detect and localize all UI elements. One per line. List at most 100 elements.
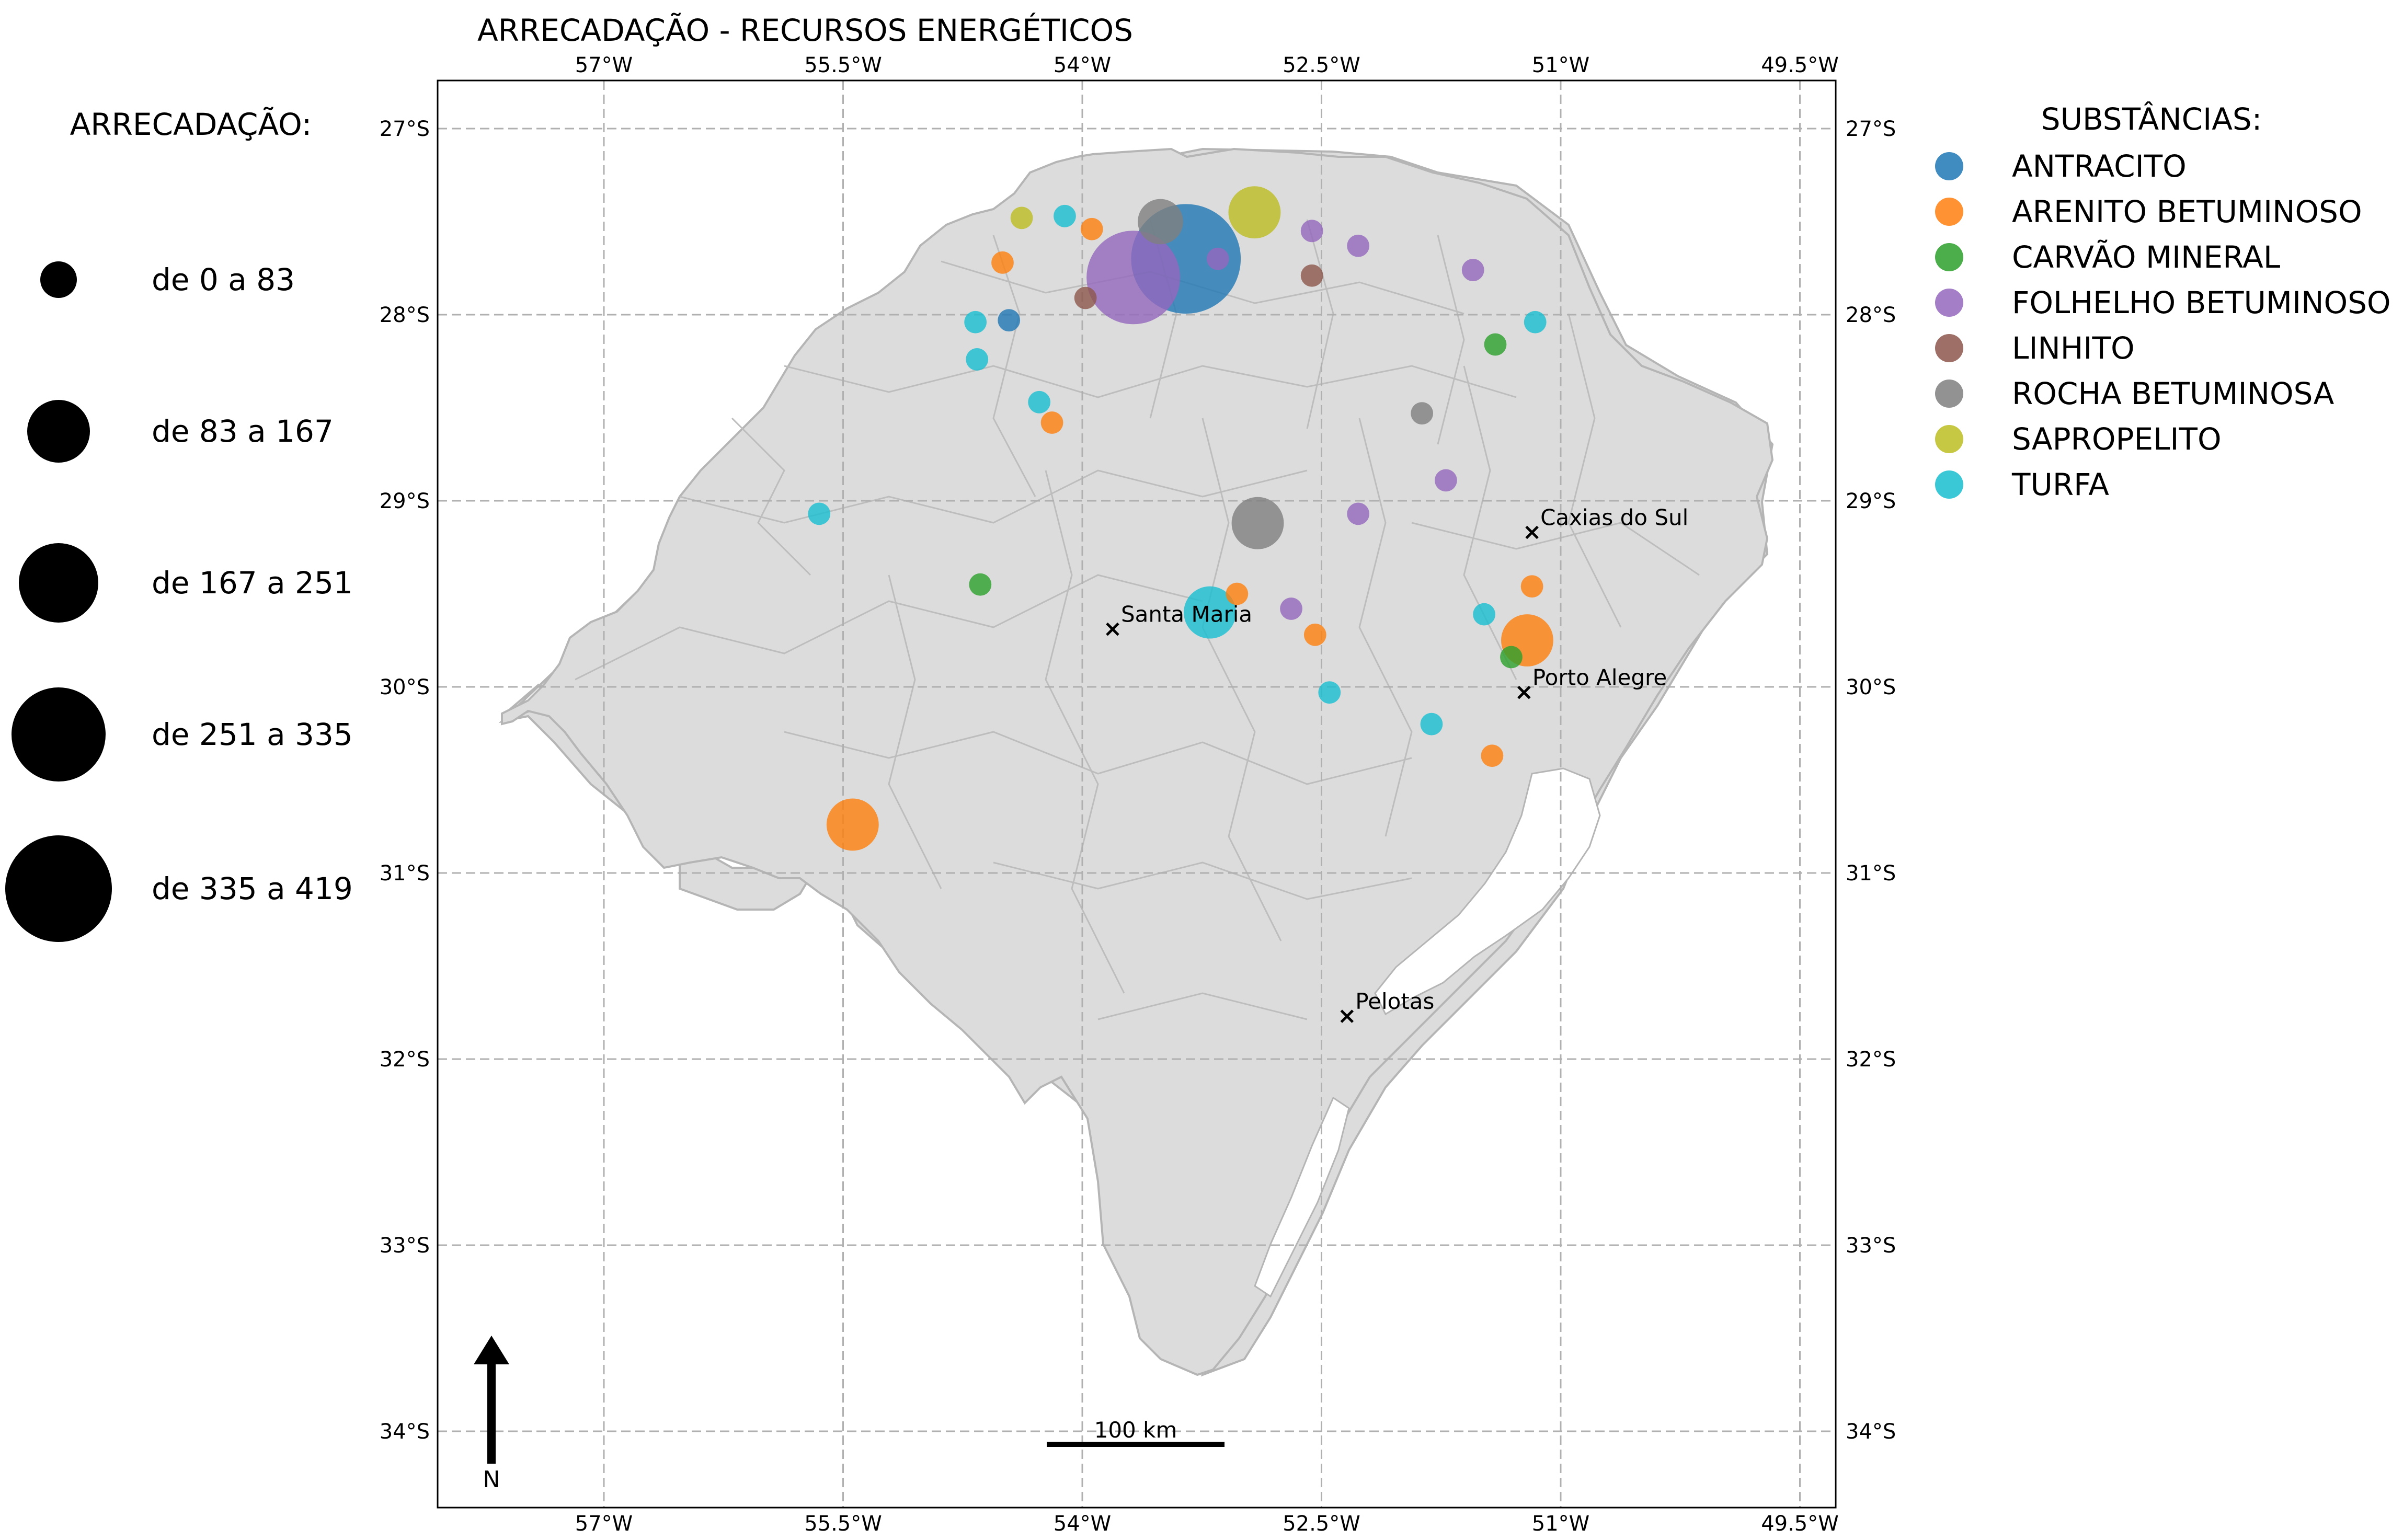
deposit-point-linhito xyxy=(1300,264,1323,287)
deposit-point-linhito xyxy=(1074,286,1097,309)
deposit-point-turfa xyxy=(1318,681,1341,704)
lon-tick-label-top: 52.5°W xyxy=(1283,53,1360,77)
size-legend: ARRECADAÇÃO: de 0 a 83 de 83 a 167 de 167 … xyxy=(5,106,353,942)
deposit-point-folhelho xyxy=(1300,220,1323,243)
lon-tick-label-top: 51°W xyxy=(1532,53,1589,77)
lat-tick-label-left: 28°S xyxy=(380,303,430,327)
substance-legend-marker xyxy=(1935,425,1963,453)
scale-bar-line xyxy=(1047,1442,1225,1447)
deposit-point-turfa xyxy=(1524,311,1547,334)
graticule xyxy=(438,81,1836,1508)
deposit-point-turfa xyxy=(966,348,989,371)
substance-legend-label: ROCHA BETUMINOSA xyxy=(2012,376,2335,411)
lat-tick-label-left: 32°S xyxy=(380,1048,430,1072)
deposit-point-carvao xyxy=(969,573,992,596)
deposit-point-arenito xyxy=(1481,744,1504,767)
deposit-point-folhelho xyxy=(1347,234,1370,257)
deposit-point-arenito xyxy=(1040,411,1063,434)
substance-legend-marker xyxy=(1935,243,1963,271)
map-title: ARRECADAÇÃO - RECURSOS ENERGÉTICOS xyxy=(477,12,1133,48)
deposit-point-rocha xyxy=(1411,402,1434,425)
lon-tick-label-bottom: 57°W xyxy=(575,1512,633,1536)
deposit-point-folhelho xyxy=(1347,502,1370,525)
substance-legend-marker xyxy=(1935,289,1963,317)
north-arrow: N xyxy=(474,1336,509,1493)
size-legend-title: ARRECADAÇÃO: xyxy=(70,106,312,142)
size-legend-label: de 167 a 251 xyxy=(152,565,353,601)
substance-legend-label: ANTRACITO xyxy=(2012,148,2187,184)
lon-tick-label-bottom: 52.5°W xyxy=(1283,1512,1360,1536)
lat-tick-label-left: 33°S xyxy=(380,1234,430,1258)
city-label: Caxias do Sul xyxy=(1540,505,1688,531)
lat-tick-label-right: 29°S xyxy=(1846,489,1896,513)
lat-tick-label-right: 31°S xyxy=(1846,861,1896,886)
substance-legend-marker xyxy=(1935,198,1963,226)
size-legend-label: de 335 a 419 xyxy=(152,871,353,906)
city-marker: Caxias do Sul xyxy=(1525,505,1688,539)
deposit-point-arenito xyxy=(1080,217,1103,240)
city-cross-icon xyxy=(1106,622,1119,636)
deposit-point-turfa xyxy=(964,311,987,334)
deposit-point-arenito xyxy=(1303,623,1326,646)
city-marker: Pelotas xyxy=(1340,989,1434,1023)
city-cross-icon xyxy=(1525,525,1539,539)
substance-legend-label: TURFA xyxy=(2011,467,2109,502)
lat-tick-label-right: 28°S xyxy=(1846,303,1896,327)
size-legend-marker xyxy=(19,543,98,623)
substance-legend-label: SAPROPELITO xyxy=(2012,421,2222,457)
size-legend-marker xyxy=(27,400,90,463)
lon-tick-label-bottom: 51°W xyxy=(1532,1512,1589,1536)
deposit-point-turfa xyxy=(808,502,831,525)
city-marker: Santa Maria xyxy=(1106,602,1252,636)
lat-tick-label-right: 27°S xyxy=(1846,117,1896,141)
deposit-point-sapropelito xyxy=(1010,206,1033,229)
lon-tick-label-top: 57°W xyxy=(575,53,633,77)
deposit-point-folhelho xyxy=(1435,469,1457,492)
lat-tick-label-left: 30°S xyxy=(380,675,430,699)
lat-tick-label-left: 31°S xyxy=(380,861,430,886)
lagoon-mirim xyxy=(1254,1096,1350,1298)
north-arrow-shaft xyxy=(487,1362,496,1464)
substance-legend-title: SUBSTÂNCIAS: xyxy=(2041,101,2262,137)
lat-tick-label-right: 30°S xyxy=(1846,675,1896,699)
lon-tick-label-bottom: 54°W xyxy=(1054,1512,1111,1536)
scale-bar-label: 100 km xyxy=(1094,1417,1177,1443)
deposit-point-turfa xyxy=(1420,712,1443,735)
city-marker: Porto Alegre xyxy=(1517,665,1667,699)
substance-legend-label: CARVÃO MINERAL xyxy=(2012,239,2280,275)
municipal-boundaries xyxy=(575,219,1700,1020)
deposit-point-turfa xyxy=(1473,603,1495,626)
city-label: Porto Alegre xyxy=(1532,665,1667,691)
deposit-point-arenito xyxy=(826,798,879,851)
city-cross-icon xyxy=(1517,685,1531,699)
deposit-point-arenito xyxy=(1226,582,1249,605)
lat-tick-label-right: 32°S xyxy=(1846,1048,1896,1072)
substance-legend-label: LINHITO xyxy=(2012,330,2135,366)
lon-tick-label-top: 49.5°W xyxy=(1761,53,1839,77)
city-label: Pelotas xyxy=(1355,989,1434,1014)
north-arrow-label: N xyxy=(483,1466,500,1493)
substance-legend-marker xyxy=(1935,152,1963,180)
deposit-point-folhelho xyxy=(1086,231,1181,325)
deposit-point-folhelho xyxy=(1280,597,1302,620)
substance-legend-marker xyxy=(1935,470,1963,499)
lat-tick-label-left: 27°S xyxy=(380,117,430,141)
size-legend-label: de 251 a 335 xyxy=(152,717,353,752)
deposit-point-arenito xyxy=(991,251,1014,274)
deposit-point-antracito xyxy=(998,309,1021,332)
substance-legend-label: ARENITO BETUMINOSO xyxy=(2012,194,2362,229)
lat-tick-label-right: 33°S xyxy=(1846,1234,1896,1258)
substance-legend-label: FOLHELHO BETUMINOSO xyxy=(2012,285,2391,320)
deposit-point-rocha xyxy=(1231,497,1284,549)
lon-tick-label-bottom: 49.5°W xyxy=(1761,1512,1839,1536)
deposit-point-sapropelito xyxy=(1228,186,1281,239)
coordinate-labels: 57°W 57°W 55.5°W 55.5°W 54°W 54°W 52.5°W 52.5°W… xyxy=(380,53,1896,1536)
size-legend-marker xyxy=(5,835,112,942)
lon-tick-label-top: 54°W xyxy=(1054,53,1111,77)
map-border xyxy=(437,79,1837,1509)
lon-tick-label-bottom: 55.5°W xyxy=(804,1512,882,1536)
substance-legend-marker xyxy=(1935,334,1963,362)
deposit-point-rocha xyxy=(1138,199,1183,245)
lat-tick-label-left: 34°S xyxy=(380,1420,430,1444)
